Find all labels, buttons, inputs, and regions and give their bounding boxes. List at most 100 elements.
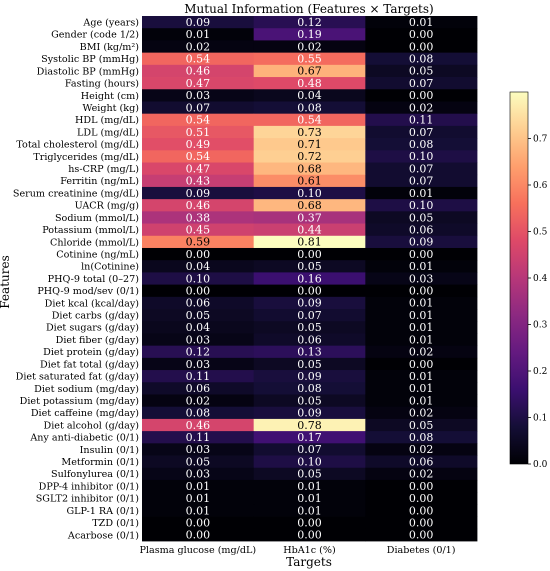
row-label-weight-kg: Weight (kg) — [83, 103, 140, 114]
cell-value-label: 0.00 — [186, 248, 211, 261]
heatmap-cell — [142, 296, 255, 310]
cell-value-label: 0.07 — [297, 309, 322, 322]
colorbar-tick-label: 0.3 — [533, 321, 548, 331]
heatmap-cell — [142, 199, 255, 212]
cell-value-label: 0.05 — [297, 394, 322, 407]
heatmap-cell — [253, 235, 366, 249]
row-label-diet-sugars-g-day: Diet sugars (g/day) — [46, 323, 139, 334]
cell-value-label: 0.10 — [297, 187, 322, 200]
x-axis-title: Targets — [286, 555, 332, 569]
cell-value-label: 0.11 — [186, 370, 211, 383]
cell-value-label: 0.00 — [409, 248, 434, 261]
row-label-triglycerides-mg-dl: Triglycerides (mg/dL) — [33, 152, 139, 163]
cell-value-label: 0.01 — [409, 260, 434, 273]
row-label-age-years: Age (years) — [82, 18, 139, 29]
cell-value-label: 0.08 — [409, 138, 434, 151]
cell-value-label: 0.00 — [297, 285, 322, 298]
column-label-hba1c: HbA1c (%) — [283, 545, 336, 556]
cell-value-label: 0.07 — [409, 175, 434, 188]
cell-value-label: 0.05 — [297, 260, 322, 273]
cell-value-label: 0.00 — [297, 248, 322, 261]
heatmap-cell — [365, 125, 478, 139]
cell-value-label: 0.02 — [409, 407, 434, 420]
colorbar: 0.0 0.1 0.2 0.3 0.4 0.5 0.6 0.7 — [509, 91, 548, 470]
cell-value-label: 0.78 — [297, 419, 322, 432]
heatmap-cell — [365, 247, 478, 261]
row-label-fasting-hours: Fasting (hours) — [65, 79, 139, 90]
heatmap-cell — [253, 113, 366, 127]
cell-value-label: 0.00 — [409, 285, 434, 298]
heatmap-cell — [142, 284, 255, 298]
heatmap-cell — [142, 223, 255, 237]
heatmap-cell — [365, 418, 478, 432]
heatmap-cell — [365, 64, 478, 78]
cell-value-label: 0.08 — [186, 407, 211, 420]
row-label-phq-9-total-0-27: PHQ-9 total (0–27) — [48, 274, 139, 285]
cell-value-label: 0.54 — [186, 150, 211, 163]
heatmap-cell — [365, 28, 478, 41]
heatmap-cell — [142, 321, 255, 334]
cell-value-label: 0.47 — [186, 162, 211, 175]
cell-value-label: 0.54 — [186, 114, 211, 127]
heatmap-cell — [142, 16, 255, 29]
row-label-sglt2-inhibitor-0-1: SGLT2 inhibitor (0/1) — [36, 494, 139, 505]
cell-value-label: 0.06 — [297, 333, 322, 346]
heatmap-cell — [142, 370, 255, 383]
cell-value-label: 0.05 — [186, 455, 211, 468]
heatmap-cell — [365, 309, 478, 322]
cell-value-label: 0.08 — [409, 431, 434, 444]
cell-value-label: 0.07 — [297, 443, 322, 456]
cell-value-label: 0.10 — [409, 150, 434, 163]
cell-value-label: 0.00 — [409, 40, 434, 53]
heatmap-cell — [142, 174, 255, 188]
cell-value-label: 0.61 — [297, 175, 322, 188]
heatmap-cell — [365, 101, 478, 115]
cell-value-label: 0.05 — [297, 468, 322, 481]
row-label-diet-fiber-g-day: Diet fiber (g/day) — [56, 335, 139, 346]
cell-value-label: 0.44 — [297, 223, 322, 236]
cell-value-label: 0.09 — [297, 370, 322, 383]
cell-value-label: 0.81 — [297, 236, 322, 249]
heatmap-cell — [365, 211, 478, 224]
row-label-diet-caffeine-mg-day: Diet caffeine (mg/day) — [31, 408, 139, 419]
column-labels: Plasma glucose (mg/dL) HbA1c (%) Diabetes … — [139, 545, 455, 556]
row-label-cotinine-ng-ml: Cotinine (ng/mL) — [56, 249, 139, 260]
heatmap-cell — [365, 138, 478, 151]
heatmap-cell — [365, 394, 478, 408]
cell-value-label: 0.07 — [409, 77, 434, 90]
cell-value-label: 0.37 — [297, 211, 322, 224]
heatmap-cell — [365, 333, 478, 347]
cell-value-label: 0.19 — [297, 28, 322, 41]
cell-value-label: 0.03 — [186, 333, 211, 346]
row-label-hdl-mg-dl: HDL (mg/dL) — [75, 115, 139, 126]
row-label-uacr-mg-g: UACR (mg/g) — [75, 201, 139, 212]
heatmap-cell — [253, 309, 366, 322]
heatmap-cell — [253, 345, 366, 359]
row-label-acarbose-0-1: Acarbose (0/1) — [67, 530, 139, 541]
cell-value-label: 0.01 — [409, 16, 434, 29]
cell-value-label: 0.01 — [186, 28, 211, 41]
heatmap-cell — [365, 357, 478, 371]
row-label-serum-creatinine-mg-dl: Serum creatinine (mg/dL) — [13, 188, 139, 199]
cell-value-label: 0.11 — [186, 431, 211, 444]
cell-value-label: 0.72 — [297, 150, 322, 163]
y-axis-title: Features — [0, 255, 12, 308]
colorbar-tick-label: 0.5 — [533, 228, 548, 238]
heatmap-cell — [253, 64, 366, 78]
cell-value-label: 0.05 — [297, 321, 322, 334]
row-label-insulin-0-1: Insulin (0/1) — [80, 445, 139, 456]
heatmap-cell — [365, 186, 478, 200]
cell-value-label: 0.03 — [186, 358, 211, 371]
heatmap-cell — [253, 40, 366, 54]
heatmap-cell — [253, 455, 366, 469]
row-label-systolic-bp-mmhg: Systolic BP (mmHg) — [41, 54, 139, 65]
cell-value-label: 0.00 — [409, 492, 434, 505]
heatmap-cell — [253, 504, 366, 517]
row-label-height-cm: Height (cm) — [81, 91, 139, 102]
heatmap-cell — [253, 211, 366, 224]
heatmap-cell — [253, 321, 366, 334]
cell-value-label: 0.47 — [186, 77, 211, 90]
cell-value-label: 0.10 — [186, 272, 211, 285]
heatmap-cell — [365, 272, 478, 286]
